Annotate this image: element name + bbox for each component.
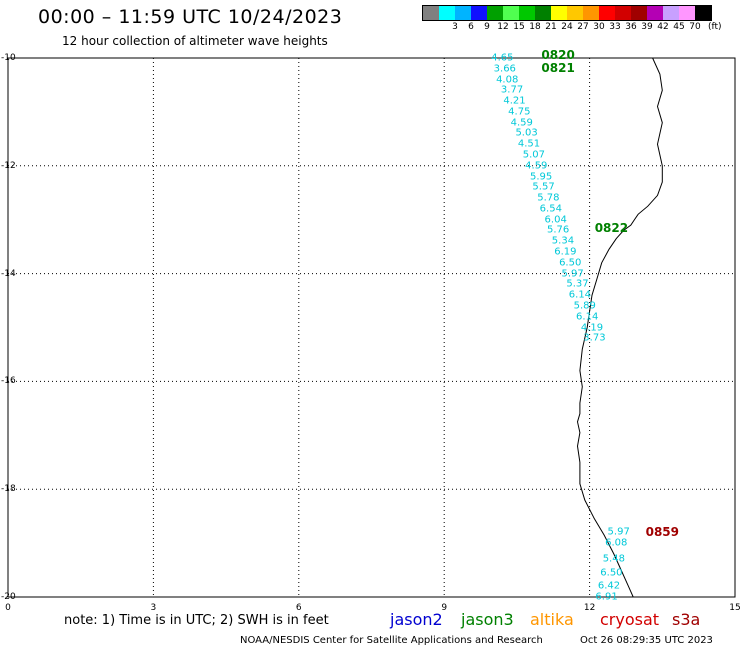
legend-label: 33 [609,22,621,32]
y-tick-label: -12 [1,160,16,171]
legend-label: 42 [657,22,669,32]
legend-label: 18 [529,22,541,32]
legend-swatch [631,6,647,20]
wave-height-value: 5.89 [573,300,596,312]
legend-swatch [423,6,439,20]
wave-height-value: 5.37 [566,278,589,290]
legend-swatch [535,6,551,20]
x-tick-label: 0 [5,603,11,613]
wave-height-value: 4.51 [517,138,541,150]
legend-swatch [679,6,695,20]
credit-line: NOAA/NESDIS Center for Satellite Applica… [240,635,543,646]
legend-swatch [551,6,567,20]
wave-height-value: 4.19 [580,322,604,333]
satellite-name-cryosat: cryosat [600,610,660,629]
legend-label: 39 [641,22,653,32]
y-tick-label: -18 [1,484,16,495]
wave-height-value: 3.77 [500,84,524,96]
wave-height-value: 3.73 [583,332,606,344]
wave-height-value: 6.08 [605,537,628,549]
wave-height-value: 4.65 [491,52,514,64]
legend-label: 27 [577,22,589,32]
wave-height-value: 6.14 [568,289,592,301]
legend-swatch [599,6,615,20]
satellite-name-jason2: jason2 [390,610,443,629]
color-scale-legend [422,5,712,21]
wave-height-value: 6.04 [544,214,567,226]
legend-label: 30 [593,22,605,32]
wave-height-value: 5.76 [546,224,570,236]
page-subtitle: 12 hour collection of altimeter wave hei… [62,34,328,48]
legend-swatch [487,6,503,20]
legend-label: 70 [689,22,701,32]
legend-unit: (ft) [708,22,722,32]
legend-label: 15 [513,22,525,32]
pass-time-label: 0821 [541,60,575,75]
coastline [576,57,663,598]
legend-swatch [503,6,519,20]
legend-swatch [663,6,679,20]
legend-swatch [567,6,583,20]
lat-lon-grid [8,58,735,597]
legend-swatch [647,6,663,20]
y-tick-label: -16 [1,376,16,387]
satellite-name-jason3: jason3 [461,610,514,629]
wave-height-value: 5.03 [515,127,538,139]
wave-height-value: 5.97 [607,526,630,538]
wave-height-value: 4.75 [508,106,531,118]
wave-height-value: 5.07 [522,149,545,161]
legend-label: 3 [452,22,458,32]
x-tick-label: 6 [295,603,302,613]
footer-note: note: 1) Time is in UTC; 2) SWH is in fe… [64,613,329,628]
wave-height-value: 5.48 [602,553,625,565]
legend-label: 45 [673,22,685,32]
legend-swatch [455,6,471,20]
legend-label: 9 [484,22,490,32]
wave-height-value: 5.95 [529,171,553,183]
generated-timestamp: Oct 26 08:29:35 UTC 2023 [580,635,713,646]
wave-height-value: 6.50 [600,567,623,579]
x-tick-label: 12 [583,603,596,613]
pass-time-label: 0820 [541,48,575,63]
wave-height-value: 6.42 [597,580,621,592]
legend-swatch [471,6,487,20]
plot-frame [7,57,736,598]
wave-height-value: 5.34 [551,235,575,247]
wave-height-value: 5.78 [537,192,560,204]
wave-height-value: 6.54 [539,203,562,215]
wave-height-value: 6.91 [595,591,618,603]
pass-time-label: 0859 [645,525,679,540]
legend-label: 12 [497,22,509,32]
legend-swatch [519,6,535,20]
y-tick-label: -20 [1,592,16,602]
legend-swatch [439,6,455,20]
wave-height-value: 4.59 [525,160,548,172]
legend-swatch [583,6,599,20]
x-tick-label: 15 [729,603,740,613]
y-tick-label: -14 [1,268,16,279]
legend-swatch [615,6,631,20]
wave-height-value: 6.19 [554,246,577,258]
legend-label: 6 [468,22,474,32]
wave-height-value: 5.97 [561,268,584,280]
legend-label: 36 [625,22,637,32]
legend-label: 21 [545,22,557,32]
wave-height-value: 6.14 [576,311,599,323]
y-tick-label: -10 [1,53,16,63]
wave-height-value: 4.08 [496,74,519,86]
page-title: 00:00 – 11:59 UTC 10/24/2023 [38,6,343,28]
x-tick-label: 9 [441,603,448,613]
x-tick-label: 3 [150,603,157,613]
wave-height-value: 4.59 [510,117,533,129]
satellite-name-s3a: s3a [672,610,701,629]
wave-height-value: 3.66 [493,63,516,75]
wave-height-value: 6.50 [559,257,582,269]
pass-time-label: 0822 [594,220,629,235]
legend-swatch [695,6,711,20]
wave-height-value: 5.57 [532,181,555,193]
satellite-name-altika: altika [530,610,574,629]
wave-height-value: 4.21 [503,95,526,107]
legend-label: 24 [561,22,573,32]
